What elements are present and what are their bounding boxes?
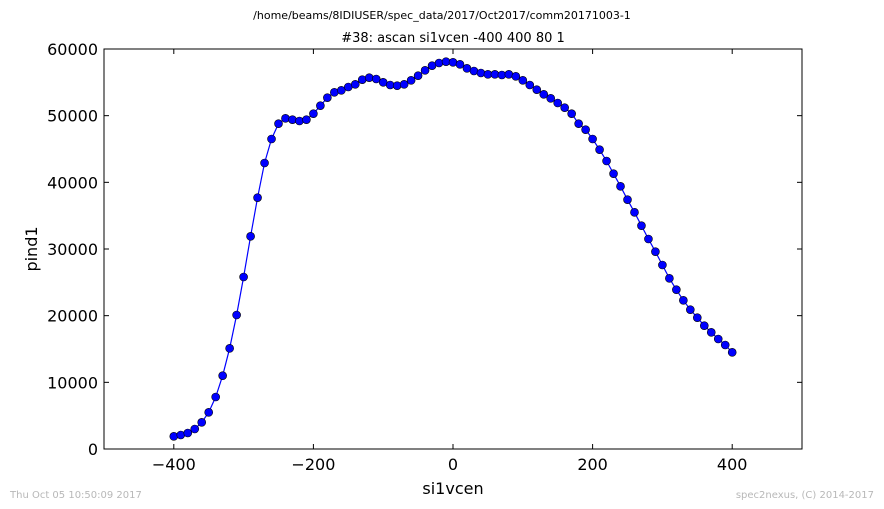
data-point xyxy=(630,208,639,217)
data-point xyxy=(525,80,535,90)
data-point xyxy=(337,86,346,95)
data-point xyxy=(183,428,193,438)
data-point xyxy=(211,392,220,402)
series-points-group xyxy=(169,57,737,441)
data-point xyxy=(420,66,430,75)
data-point xyxy=(539,90,549,99)
data-point xyxy=(553,98,563,108)
data-point xyxy=(218,371,227,380)
data-point xyxy=(595,145,604,154)
y-axis-label: pind1 xyxy=(22,226,41,271)
data-point xyxy=(567,109,576,118)
data-point xyxy=(588,134,597,144)
data-point xyxy=(204,408,213,417)
data-point xyxy=(532,85,542,94)
x-tick-label: 0 xyxy=(448,455,458,474)
data-point xyxy=(672,285,681,294)
x-tick-label: −200 xyxy=(291,455,335,474)
data-point xyxy=(574,119,583,128)
data-point xyxy=(665,274,674,283)
data-point xyxy=(713,334,723,344)
data-point xyxy=(253,193,262,202)
data-point xyxy=(281,114,290,123)
data-point xyxy=(197,418,207,427)
data-point xyxy=(246,232,255,241)
data-point xyxy=(190,424,200,434)
x-tick-label: −400 xyxy=(152,455,196,474)
y-tick-label: 60000 xyxy=(47,40,98,59)
data-point xyxy=(560,103,569,112)
data-point xyxy=(392,81,402,90)
data-point xyxy=(260,158,269,168)
data-point xyxy=(350,80,360,89)
data-point xyxy=(232,310,241,320)
data-point xyxy=(316,101,325,110)
data-point xyxy=(658,260,667,270)
data-point xyxy=(518,76,528,85)
data-point xyxy=(720,340,730,350)
data-point xyxy=(706,328,716,337)
footer-credit: spec2nexus, (C) 2014-2017 xyxy=(736,490,874,501)
data-point xyxy=(434,58,444,68)
x-tick-label: 400 xyxy=(717,455,748,474)
data-point xyxy=(699,321,709,330)
series-line-group xyxy=(173,61,733,437)
data-point xyxy=(623,195,632,204)
y-axis-ticks: 0 10000 20000 30000 40000 50000 60000 xyxy=(47,40,802,459)
y-tick-label: 20000 xyxy=(47,307,98,326)
data-point xyxy=(309,109,318,118)
data-point xyxy=(581,125,590,134)
x-axis-label: si1vcen xyxy=(422,479,483,498)
data-point xyxy=(364,73,374,82)
series-line xyxy=(173,61,733,437)
data-point xyxy=(686,305,695,314)
data-point xyxy=(616,182,625,191)
y-tick-label: 0 xyxy=(88,440,98,459)
data-point xyxy=(406,76,416,85)
data-point xyxy=(511,72,521,81)
data-point xyxy=(609,169,618,178)
data-point xyxy=(288,115,297,124)
data-point xyxy=(371,74,381,84)
data-point xyxy=(476,68,486,78)
footer-timestamp: Thu Oct 05 10:50:09 2017 xyxy=(9,490,142,501)
y-tick-label: 50000 xyxy=(47,107,98,126)
chart-title: #38: ascan si1vcen -400 400 80 1 xyxy=(341,31,565,46)
data-point xyxy=(455,60,465,69)
data-point xyxy=(602,156,611,166)
data-point xyxy=(651,247,660,256)
plot-frame xyxy=(103,48,803,450)
x-axis-ticks: −400 −200 0 200 400 xyxy=(152,49,748,474)
x-tick-label: 200 xyxy=(577,455,608,474)
y-tick-label: 30000 xyxy=(47,240,98,259)
data-point xyxy=(323,93,332,102)
data-point xyxy=(225,344,234,353)
data-point xyxy=(169,432,179,441)
data-point xyxy=(637,221,646,230)
data-point xyxy=(679,296,688,305)
data-point xyxy=(644,234,653,244)
data-point xyxy=(546,94,556,103)
data-point xyxy=(727,348,737,357)
data-point xyxy=(692,313,702,322)
data-point xyxy=(413,71,423,80)
data-point xyxy=(302,115,311,124)
y-tick-label: 10000 xyxy=(47,373,98,392)
data-point xyxy=(399,80,409,89)
suptitle-path: /home/beams/8IDIUSER/spec_data/2017/Oct2… xyxy=(253,9,631,22)
y-tick-label: 40000 xyxy=(47,173,98,192)
data-point xyxy=(295,116,304,126)
data-point xyxy=(239,272,248,282)
data-point xyxy=(274,119,283,128)
data-point xyxy=(267,134,276,144)
